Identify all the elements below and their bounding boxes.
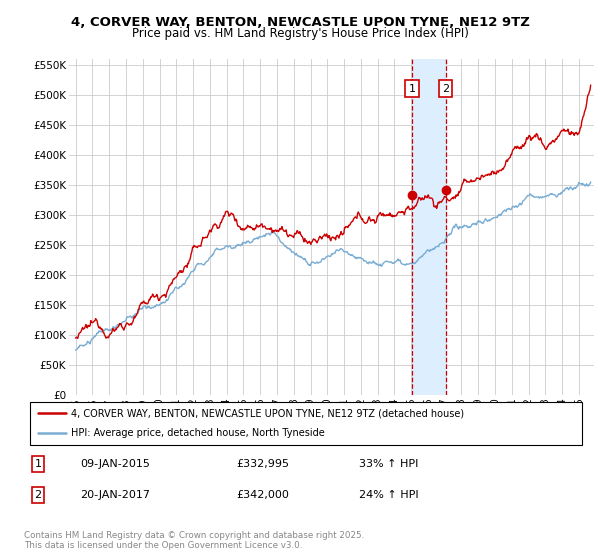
Text: 1: 1: [409, 84, 416, 94]
Text: 2: 2: [442, 84, 449, 94]
Text: Contains HM Land Registry data © Crown copyright and database right 2025.
This d: Contains HM Land Registry data © Crown c…: [24, 531, 364, 550]
Text: Price paid vs. HM Land Registry's House Price Index (HPI): Price paid vs. HM Land Registry's House …: [131, 27, 469, 40]
Text: 4, CORVER WAY, BENTON, NEWCASTLE UPON TYNE, NE12 9TZ (detached house): 4, CORVER WAY, BENTON, NEWCASTLE UPON TY…: [71, 408, 464, 418]
Text: 33% ↑ HPI: 33% ↑ HPI: [359, 459, 418, 469]
Text: 09-JAN-2015: 09-JAN-2015: [80, 459, 149, 469]
Text: £332,995: £332,995: [236, 459, 289, 469]
Text: 24% ↑ HPI: 24% ↑ HPI: [359, 490, 418, 500]
Text: HPI: Average price, detached house, North Tyneside: HPI: Average price, detached house, Nort…: [71, 428, 325, 438]
Text: 20-JAN-2017: 20-JAN-2017: [80, 490, 150, 500]
Text: 1: 1: [34, 459, 41, 469]
Text: £342,000: £342,000: [236, 490, 289, 500]
Text: 4, CORVER WAY, BENTON, NEWCASTLE UPON TYNE, NE12 9TZ: 4, CORVER WAY, BENTON, NEWCASTLE UPON TY…: [71, 16, 529, 29]
Bar: [412, 59, 446, 395]
Text: 2: 2: [34, 490, 41, 500]
